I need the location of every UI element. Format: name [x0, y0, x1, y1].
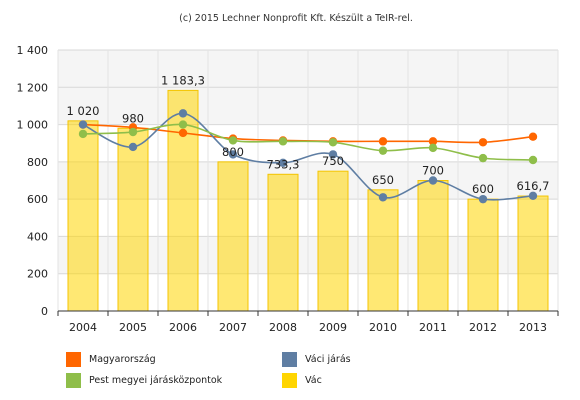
chart: (c) 2015 Lechner Nonprofit Kft. Készült … [17, 13, 559, 334]
bar-data-label: 616,7 [517, 179, 550, 193]
bar-data-label: 750 [322, 154, 344, 168]
y-tick-label: 1 000 [17, 119, 49, 132]
bar [367, 189, 399, 312]
series-point [328, 138, 338, 147]
series-point [78, 129, 88, 139]
axes: 0 200 400 600 800 1 000 1 200 1 400 2004 2005 2006… [17, 44, 559, 334]
x-tick-label: 2006 [169, 321, 197, 334]
bar [317, 170, 349, 312]
y-tick-label: 400 [27, 230, 48, 243]
bar-data-label: 650 [372, 173, 394, 187]
legend-label: Váci járás [305, 354, 351, 365]
x-tick-label: 2005 [119, 321, 147, 334]
legend-swatch [66, 352, 81, 367]
series-point [478, 194, 488, 204]
legend-swatch [282, 352, 297, 367]
chart-credit: (c) 2015 Lechner Nonprofit Kft. Készült … [179, 13, 413, 24]
series-point [378, 193, 388, 202]
y-tick-label: 200 [27, 268, 48, 281]
bar [117, 127, 149, 312]
x-tick-label: 2012 [469, 321, 497, 334]
series-point [78, 120, 88, 129]
series-point [278, 158, 288, 167]
series-point [378, 146, 388, 155]
legend-label: Vác [305, 375, 322, 386]
series-point [528, 191, 538, 200]
series-point [528, 155, 538, 165]
series-point [178, 109, 188, 118]
x-tick-label: 2011 [419, 321, 447, 334]
x-tick-label: 2007 [219, 321, 247, 334]
bar-data-label: 1 183,3 [161, 73, 205, 87]
data-labels: 1 020 980 1 183,3 800 733,3 750 650 700 600 616,7 [67, 73, 550, 196]
bar-data-label: 700 [422, 164, 444, 178]
line-series-group [78, 109, 538, 204]
series-point [428, 176, 438, 185]
series-point [478, 138, 488, 147]
series-point [528, 132, 538, 141]
legend-item-magyarorszag[interactable]: Magyarország [66, 352, 156, 367]
series-line [82, 112, 534, 201]
legend-item-vaci-jaras[interactable]: Váci járás [282, 352, 351, 367]
legend-swatch [66, 373, 81, 388]
x-tick-label: 2004 [69, 321, 97, 334]
series-point [128, 127, 138, 137]
series-point [128, 142, 138, 152]
y-tick-label: 600 [27, 193, 48, 206]
legend-item-pest-megyei[interactable]: Pest megyei járásközpontok [66, 373, 222, 388]
bar [417, 180, 449, 312]
legend-swatch [282, 373, 297, 388]
x-tick-label: 2010 [369, 321, 397, 334]
legend: Magyarország Váci járás Pest megyei járá… [0, 346, 580, 400]
y-tick-label: 1 200 [17, 81, 49, 94]
x-tick-label: 2008 [269, 321, 297, 334]
series-point [478, 153, 488, 163]
legend-label: Pest megyei járásközpontok [89, 375, 223, 386]
bar-data-label: 733,3 [267, 157, 300, 171]
series-point [278, 137, 288, 146]
y-tick-label: 800 [27, 156, 48, 169]
series-point [428, 137, 438, 146]
series-point [178, 120, 188, 129]
legend-item-vac[interactable]: Vác [282, 373, 322, 388]
bar-data-label: 600 [472, 182, 494, 196]
x-tick-label: 2009 [319, 321, 347, 334]
series-point [378, 137, 388, 146]
y-tick-label: 0 [41, 305, 48, 318]
series-point [228, 136, 238, 145]
bar-data-label: 980 [122, 111, 144, 125]
bar [467, 198, 499, 312]
bar [267, 173, 299, 312]
bar [67, 120, 99, 312]
series-point [178, 128, 188, 138]
series-point [328, 150, 338, 159]
bar [217, 161, 249, 312]
bar [517, 195, 549, 312]
y-tick-label: 1 400 [17, 44, 49, 57]
x-tick-label: 2013 [519, 321, 547, 334]
bar-data-label: 800 [222, 145, 244, 159]
series-point [428, 143, 438, 153]
series-point [228, 150, 238, 159]
legend-label: Magyarország [89, 354, 156, 365]
series-line [82, 123, 534, 161]
bar-data-label: 1 020 [67, 104, 100, 118]
